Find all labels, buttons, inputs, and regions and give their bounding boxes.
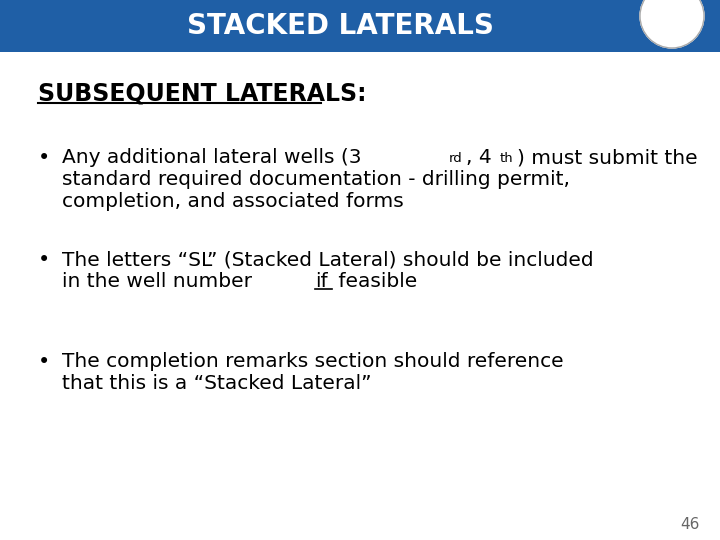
Text: •: • <box>38 250 50 270</box>
Circle shape <box>640 0 704 48</box>
Text: SUBSEQUENT LATERALS:: SUBSEQUENT LATERALS: <box>38 82 366 106</box>
Text: The letters “SL” (Stacked Lateral) should be included: The letters “SL” (Stacked Lateral) shoul… <box>62 250 593 269</box>
Text: , 4: , 4 <box>466 148 492 167</box>
Text: Any additional lateral wells (3: Any additional lateral wells (3 <box>62 148 361 167</box>
FancyBboxPatch shape <box>0 0 720 52</box>
Text: rd: rd <box>449 152 462 165</box>
Text: completion, and associated forms: completion, and associated forms <box>62 192 404 211</box>
Text: The completion remarks section should reference: The completion remarks section should re… <box>62 352 564 371</box>
Text: th: th <box>500 152 513 165</box>
Text: in the well number: in the well number <box>62 272 258 291</box>
Text: that this is a “Stacked Lateral”: that this is a “Stacked Lateral” <box>62 374 372 393</box>
Text: •: • <box>38 148 50 168</box>
Text: STACKED LATERALS: STACKED LATERALS <box>186 12 493 40</box>
Text: if: if <box>315 272 328 291</box>
Text: 46: 46 <box>680 517 700 532</box>
Text: •: • <box>38 352 50 372</box>
Text: standard required documentation - drilling permit,: standard required documentation - drilli… <box>62 170 570 189</box>
Text: ) must submit the: ) must submit the <box>517 148 698 167</box>
Text: feasible: feasible <box>332 272 417 291</box>
